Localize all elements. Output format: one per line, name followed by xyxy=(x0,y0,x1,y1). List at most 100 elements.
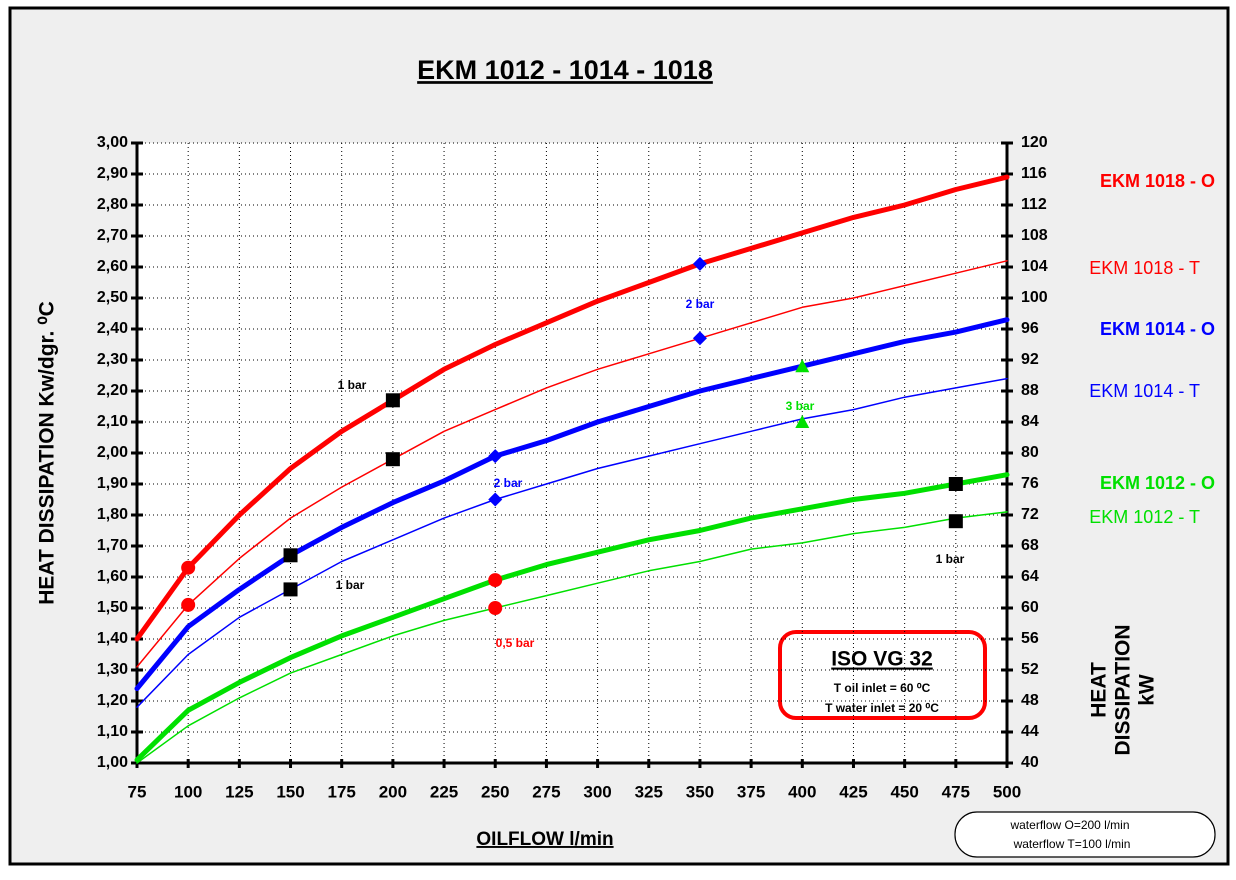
y2-axis-label: HEAT DISSIPATION kW xyxy=(1088,624,1159,755)
annotation: 2 bar xyxy=(494,476,523,490)
y-tick-label: 2,70 xyxy=(97,227,128,244)
legend-label: EKM 1012 - T xyxy=(1089,507,1200,527)
info-box xyxy=(778,630,987,720)
y-tick-label: 2,10 xyxy=(97,413,128,430)
marker xyxy=(488,449,503,464)
y2-tick-label: 64 xyxy=(1021,568,1039,585)
y2-axis-label-line: DISSIPATION xyxy=(1112,624,1135,755)
y-tick-label: 1,00 xyxy=(97,754,128,771)
info-line: T oil inlet = 60 ⁰C xyxy=(834,681,931,695)
flow-box xyxy=(954,811,1216,858)
flow-line: waterflow O=200 l/min xyxy=(1009,818,1129,832)
marker xyxy=(692,256,707,271)
marker xyxy=(948,514,963,529)
x-axis-label: OILFLOW l/min xyxy=(476,829,613,850)
chart-title: EKM 1012 - 1014 - 1018 xyxy=(417,55,713,85)
marker xyxy=(488,601,503,615)
y-tick-label: 2,60 xyxy=(97,258,128,275)
y2-axis-label-line: HEAT xyxy=(1088,662,1111,718)
y-tick-label: 1,20 xyxy=(97,692,128,709)
y2-tick-label: 68 xyxy=(1021,537,1039,554)
y-tick-label: 2,50 xyxy=(97,289,128,306)
x-tick-label: 250 xyxy=(481,782,509,801)
marker xyxy=(283,548,298,563)
x-tick-label: 300 xyxy=(583,782,611,801)
legend-label: EKM 1014 - T xyxy=(1089,381,1200,401)
info-line: T water inlet = 20 ⁰C xyxy=(825,701,939,715)
x-tick-label: 275 xyxy=(532,782,560,801)
y2-tick-label: 60 xyxy=(1021,599,1039,616)
y2-tick-label: 104 xyxy=(1021,258,1048,275)
x-tick-label: 500 xyxy=(993,782,1021,801)
series-line xyxy=(136,377,1008,708)
y-tick-label: 1,50 xyxy=(97,599,128,616)
y-tick-label: 1,70 xyxy=(97,537,128,554)
y2-tick-label: 44 xyxy=(1021,723,1039,740)
marker xyxy=(948,477,963,491)
marker xyxy=(488,573,503,588)
y-tick-label: 2,20 xyxy=(97,382,128,399)
marker xyxy=(283,582,298,597)
x-tick-label: 325 xyxy=(635,782,663,801)
y2-tick-label: 72 xyxy=(1021,506,1039,523)
x-tick-label: 125 xyxy=(225,782,253,801)
series-line xyxy=(136,260,1008,668)
y2-tick-label: 40 xyxy=(1021,754,1039,771)
y-tick-label: 1,80 xyxy=(97,506,128,523)
y2-tick-label: 52 xyxy=(1021,661,1039,678)
marker xyxy=(181,597,196,612)
y-tick-label: 1,90 xyxy=(97,475,128,492)
marker xyxy=(385,452,400,467)
annotation: 2 bar xyxy=(686,297,715,311)
y2-tick-label: 76 xyxy=(1021,475,1039,492)
y2-tick-label: 84 xyxy=(1021,413,1039,430)
legend-label: EKM 1018 - O xyxy=(1100,171,1215,191)
x-tick-label: 75 xyxy=(128,782,147,801)
marker xyxy=(795,359,810,373)
x-tick-label: 200 xyxy=(379,782,407,801)
y2-tick-label: 108 xyxy=(1021,227,1048,244)
y-tick-label: 3,00 xyxy=(97,134,128,151)
legend-label: EKM 1014 - O xyxy=(1100,319,1215,339)
x-tick-label: 175 xyxy=(328,782,356,801)
x-tick-label: 150 xyxy=(276,782,304,801)
marker xyxy=(795,415,810,428)
y2-tick-label: 48 xyxy=(1021,692,1039,709)
y-tick-label: 2,40 xyxy=(97,320,128,337)
info-title: ISO VG 32 xyxy=(831,648,933,671)
y2-tick-label: 92 xyxy=(1021,351,1039,368)
y2-tick-label: 116 xyxy=(1021,165,1047,182)
y-tick-label: 2,80 xyxy=(97,196,128,213)
x-tick-label: 450 xyxy=(890,782,918,801)
annotation: 0,5 bar xyxy=(496,636,535,650)
y-tick-label: 1,30 xyxy=(97,661,128,678)
x-tick-label: 425 xyxy=(839,782,867,801)
marker xyxy=(385,393,400,408)
marker xyxy=(181,560,196,575)
series-line xyxy=(134,472,1010,763)
marker xyxy=(692,331,707,346)
y2-axis-label-line: kW xyxy=(1136,674,1159,706)
y2-tick-label: 96 xyxy=(1021,320,1039,337)
series-line xyxy=(134,174,1010,642)
x-tick-label: 100 xyxy=(174,782,202,801)
annotation: 3 bar xyxy=(786,399,815,413)
x-tick-label: 475 xyxy=(942,782,970,801)
y-tick-label: 1,40 xyxy=(97,630,128,647)
series-line xyxy=(134,317,1010,692)
annotation: 1 bar xyxy=(936,552,965,566)
annotation: 1 bar xyxy=(338,378,367,392)
y2-tick-label: 100 xyxy=(1021,289,1048,306)
annotation: 1 bar xyxy=(336,578,365,592)
legend-label: EKM 1018 - T xyxy=(1089,258,1200,278)
y-tick-label: 1,10 xyxy=(97,723,128,740)
y-tick-label: 2,00 xyxy=(97,444,128,461)
y2-tick-label: 88 xyxy=(1021,382,1039,399)
y2-tick-label: 112 xyxy=(1021,196,1047,213)
y2-tick-label: 80 xyxy=(1021,444,1039,461)
y-tick-label: 1,60 xyxy=(97,568,128,585)
x-tick-label: 400 xyxy=(788,782,816,801)
series-line xyxy=(136,511,1008,764)
x-tick-label: 225 xyxy=(430,782,458,801)
